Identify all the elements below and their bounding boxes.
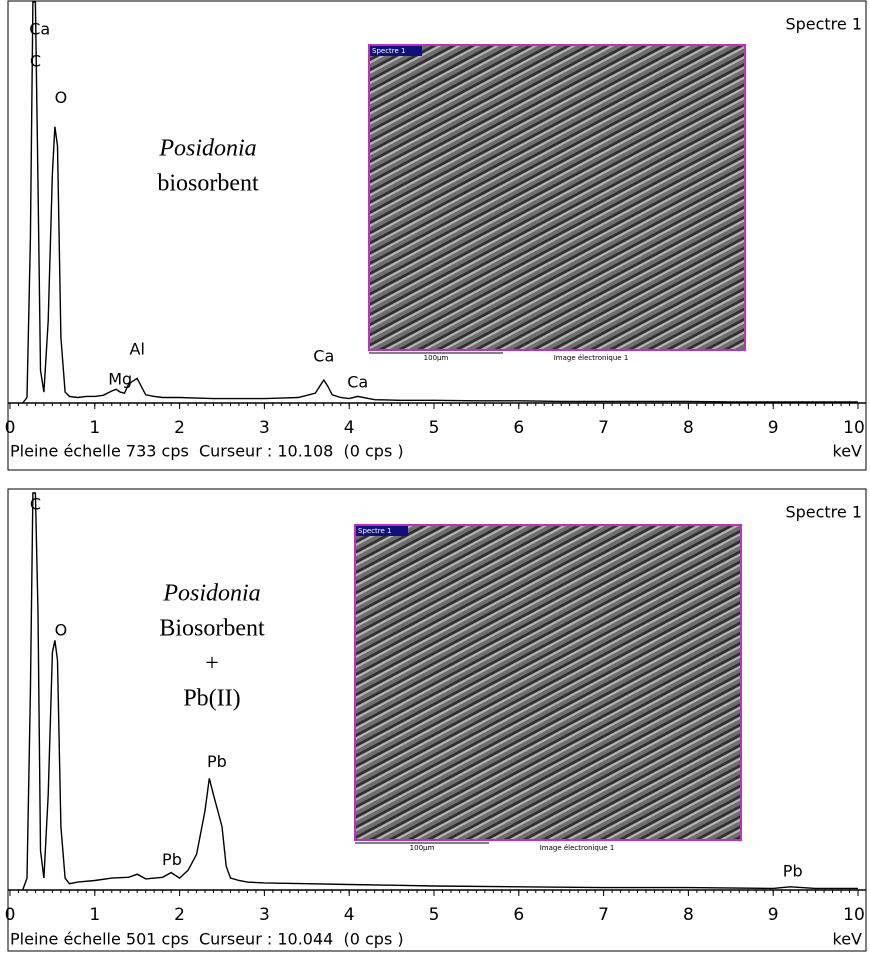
peak-label: Al — [130, 339, 145, 358]
inset-tag — [356, 526, 408, 536]
x-tick-label: 5 — [429, 905, 440, 925]
inset-tag — [370, 46, 422, 56]
frame — [7, 0, 867, 471]
sample-label: Pb(II) — [183, 686, 240, 712]
peak-label: O — [55, 88, 68, 107]
peak-label: Pb — [162, 850, 182, 869]
spectrum-line — [22, 492, 858, 891]
inset-title: Spectre 1 — [372, 47, 406, 55]
x-tick-label: 8 — [683, 418, 694, 438]
x-tick-label: 4 — [344, 418, 355, 438]
inset-title: Spectre 1 — [358, 527, 392, 535]
scale-label: 100µm — [410, 844, 435, 852]
peak-label: O — [55, 620, 68, 639]
x-tick-label: 1 — [89, 418, 100, 438]
footer: Pleine échelle 733 cps Curseur : 10.108 … — [10, 442, 404, 461]
sample-label: Posidonia — [162, 581, 260, 607]
x-tick-label: 1 — [89, 905, 100, 925]
x-tick-label: 9 — [768, 418, 779, 438]
x-tick-label: 2 — [174, 905, 185, 925]
x-tick-label: 5 — [429, 418, 440, 438]
inset-caption: Image électronique 1 — [540, 844, 615, 852]
spectrum-title: Spectre 1 — [785, 503, 862, 522]
frame — [7, 488, 867, 952]
x-tick-label: 3 — [259, 418, 270, 438]
x-tick-label: 9 — [768, 905, 779, 925]
x-tick-label: 2 — [174, 418, 185, 438]
spectrum-panel: 0 1 2 3 4 5 6 7 8 9 10 Ca CO Al Mg Ca Ca Spectre 1 Pleine … — [5, 0, 867, 471]
peak-label: Ca — [313, 347, 334, 366]
x-tick-label: 10 — [843, 905, 865, 925]
peak-label: Ca — [347, 372, 368, 391]
sample-label: + — [205, 651, 219, 677]
inset-caption: Image électronique 1 — [554, 354, 629, 362]
scale-label: 100µm — [424, 354, 449, 362]
footer: Pleine échelle 501 cps Curseur : 10.044 … — [10, 930, 404, 949]
x-tick-label: 6 — [513, 418, 524, 438]
peak-label: Pb — [783, 861, 803, 880]
x-axis-label: keV — [833, 442, 863, 461]
x-axis-label: keV — [833, 930, 863, 949]
spectrum-line — [22, 1, 858, 404]
peak-label: C — [30, 494, 41, 513]
x-tick-label: 0 — [5, 905, 16, 925]
x-tick-label: 3 — [259, 905, 270, 925]
sample-label: Biosorbent — [159, 616, 265, 642]
spectrum-title: Spectre 1 — [785, 15, 862, 34]
peak-label: Pb — [207, 752, 227, 771]
peak-label: Mg — [108, 370, 132, 389]
x-tick-label: 6 — [513, 905, 524, 925]
x-tick-label: 7 — [598, 905, 609, 925]
x-tick-label: 4 — [344, 905, 355, 925]
x-tick-label: 0 — [5, 418, 16, 438]
peak-label: Ca — [29, 19, 50, 38]
spectrum-panel: 0 1 2 3 4 5 6 7 8 9 10 C O Pb Pb Pb Spectre 1 Pleine éche… — [5, 488, 867, 952]
sample-label: Posidonia — [158, 136, 256, 162]
x-tick-label: 8 — [683, 905, 694, 925]
micrograph — [354, 524, 742, 841]
peak-label: C — [30, 52, 41, 71]
x-tick-label: 7 — [598, 418, 609, 438]
micrograph — [368, 44, 746, 351]
sample-label: biosorbent — [157, 171, 259, 197]
x-tick-label: 10 — [843, 418, 865, 438]
